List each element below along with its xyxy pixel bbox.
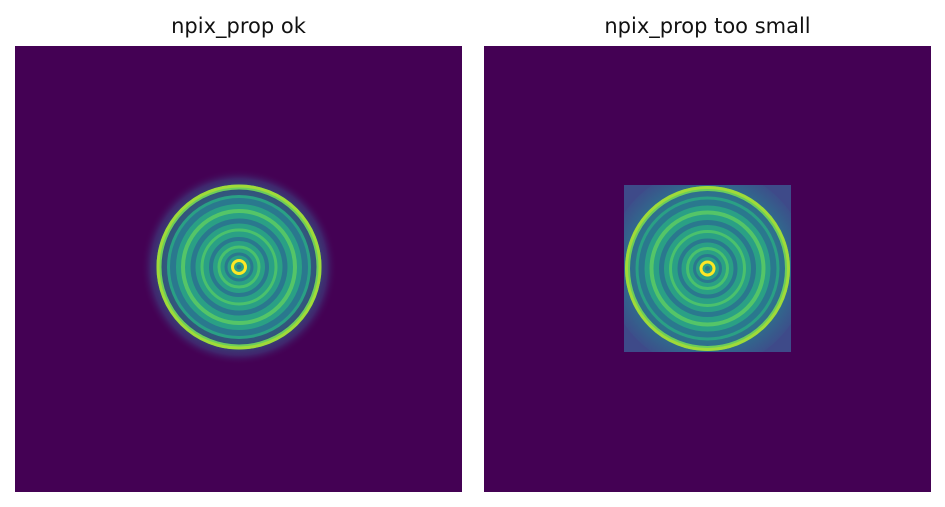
ring-pattern-image (484, 46, 931, 492)
ring-pattern-svg (484, 46, 931, 492)
panel-npix-prop-ok: npix_prop ok (15, 0, 462, 492)
ring-pattern-svg (15, 46, 462, 492)
clipped-square (624, 185, 791, 352)
ring-pattern-image (15, 46, 462, 492)
panel-title: npix_prop too small (604, 14, 811, 38)
panel-npix-prop-too-small: npix_prop too small (484, 0, 931, 492)
panel-title: npix_prop ok (171, 14, 306, 38)
